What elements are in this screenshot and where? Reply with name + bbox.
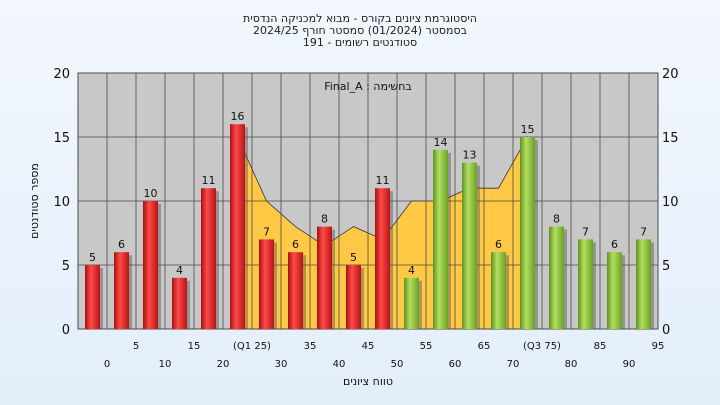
y-axis-label: מספר סטודנטים [28,163,41,239]
bar [201,188,216,329]
bar-value-label: 11 [376,174,390,187]
bar-value-label: 6 [611,238,618,251]
bar [346,265,361,329]
y-tick-label-right: 15 [662,131,679,146]
bar [404,277,419,329]
x-tick-label: 5 [133,341,139,352]
bar-value-label: 11 [202,174,216,187]
bar [85,265,100,329]
bar [259,239,274,329]
x-tick-label: 70 [507,359,520,370]
y-tick-label-left: 5 [62,259,70,274]
x-tick-label: 20 [217,359,230,370]
bar [520,137,535,329]
bar-value-label: 15 [521,123,535,136]
y-tick-label-left: 15 [53,131,70,146]
bar-value-label: 14 [434,136,448,149]
y-tick-label-right: 0 [662,323,670,338]
bar-value-label: 5 [350,251,357,264]
x-tick-label: 50 [391,359,404,370]
bar [578,239,593,329]
y-tick-label-right: 5 [662,259,670,274]
bar-value-label: 7 [582,225,589,238]
chart-title-line-1: היסטוגרמת ציונים בקורס - מבוא למכניקה הנ… [243,12,477,25]
bar-value-label: 5 [89,251,96,264]
x-tick-label: 60 [449,359,462,370]
plot-annotation: בחשימה : Final_A [324,80,412,93]
x-tick-label: 90 [623,359,636,370]
bar [172,277,187,329]
bar-value-label: 6 [495,238,502,251]
bar-value-label: 16 [231,110,245,123]
x-tick-label: 30 [275,359,288,370]
bar-value-label: 6 [118,238,125,251]
bar [549,226,564,329]
bar-value-label: 7 [263,225,270,238]
bar-value-label: 7 [640,225,647,238]
bar [230,124,245,329]
x-tick-label: 0 [104,359,110,370]
x-tick-label: 65 [478,341,491,352]
x-tick-label: 85 [594,341,607,352]
x-tick-label: 15 [188,341,201,352]
bar [288,252,303,329]
bar [491,252,506,329]
bar-value-label: 10 [144,187,158,200]
bar-value-label: 13 [463,149,477,162]
bar-value-label: 6 [292,238,299,251]
chart-title-line-3: סטודנטים רשומים - 191 [302,36,418,49]
y-tick-label-left: 10 [53,195,70,210]
x-tick-label: 35 [304,341,317,352]
bar [607,252,622,329]
bar [375,188,390,329]
y-tick-label-left: 0 [62,323,70,338]
x-tick-label: (Q1 25) [233,341,271,352]
x-axis-label: טווח ציונים [343,375,393,388]
bar [143,201,158,329]
bar [317,226,332,329]
chart-title-line-2: בסמסטר (01/2024) סמסטר חורף 2024/25 [253,24,467,37]
bar [433,149,448,329]
bar-value-label: 4 [176,264,183,277]
bar [636,239,651,329]
bar [462,162,477,329]
x-tick-label: 55 [420,341,433,352]
x-tick-label: (Q3 75) [523,341,561,352]
bar-value-label: 4 [408,264,415,277]
x-tick-label: 80 [565,359,578,370]
y-tick-label-right: 10 [662,195,679,210]
y-tick-label-right: 20 [662,67,679,82]
x-tick-label: 45 [362,341,375,352]
bar-value-label: 8 [553,213,560,226]
x-tick-label: 95 [652,341,665,352]
x-tick-label: 40 [333,359,346,370]
bar-value-label: 8 [321,213,328,226]
bar [114,252,129,329]
x-tick-label: 10 [159,359,172,370]
y-tick-label-left: 20 [53,67,70,82]
